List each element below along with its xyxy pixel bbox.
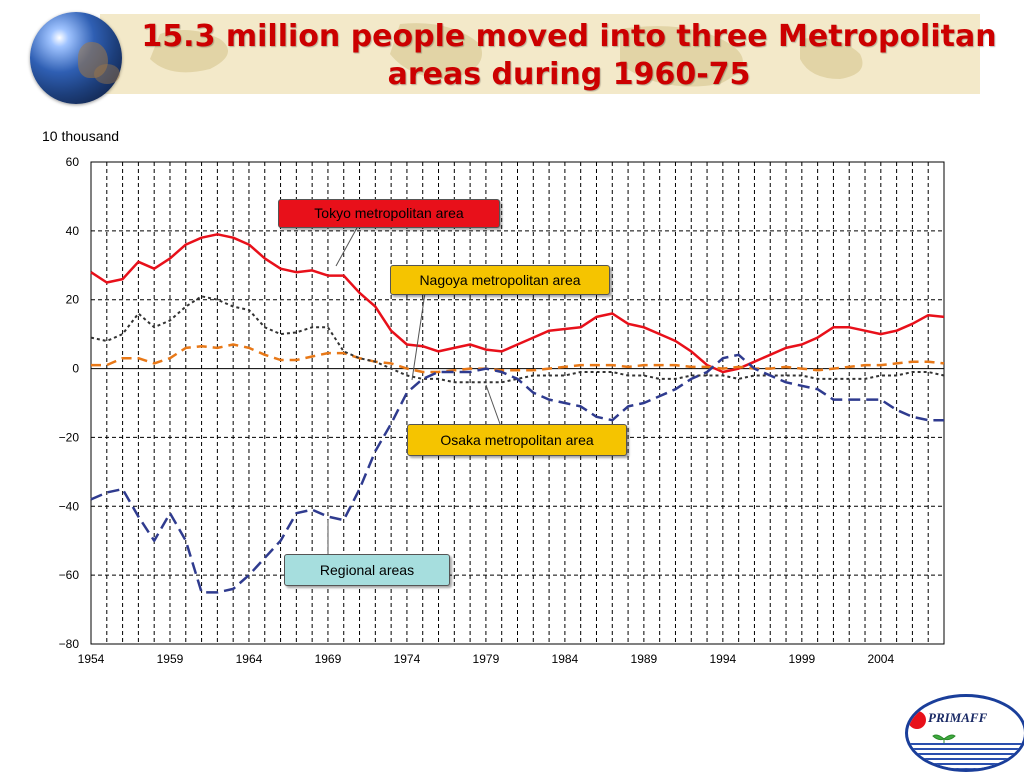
osaka-leader-line [485, 384, 501, 425]
primaff-logo: PRIMAFF [905, 694, 1024, 772]
slide-title-line-1: 15.3 million people moved into three Met… [141, 19, 997, 54]
map-continent-4 [800, 38, 863, 79]
slide-title-line-2: areas during 1960-75 [387, 57, 751, 92]
globe-icon [30, 12, 122, 104]
horizontal-gridlines [91, 230, 944, 576]
osaka-series-line [90, 295, 945, 384]
y-axis-unit-label: 10 thousand [42, 128, 120, 144]
slide-title: 15.3 million people moved into three Met… [124, 18, 1014, 94]
callout-leader-lines [327, 225, 501, 554]
nagoya-series-line [91, 343, 945, 374]
y-tick-label: 60 [66, 155, 80, 169]
vertical-gridlines [106, 162, 929, 644]
logo-waves [908, 743, 1024, 769]
y-tick-label: −80 [59, 637, 80, 651]
y-tick-labels: 60 40 20 0 −20 −40 −60 −80 [59, 155, 80, 651]
title-banner [100, 14, 980, 94]
map-continent-3 [620, 26, 743, 87]
x-tick-label: 1979 [473, 652, 500, 666]
logo-text: PRIMAFF [928, 710, 988, 725]
nagoya-leader-line [411, 292, 426, 381]
tokyo-series-line [90, 233, 945, 374]
nagoya-callout: Nagoya metropolitan area [390, 265, 610, 295]
tokyo-leader-line [335, 225, 359, 267]
x-tick-label: 1984 [552, 652, 579, 666]
y-tick-label: 20 [66, 293, 80, 307]
y-tick-label: −40 [59, 499, 80, 513]
y-tick-label: −20 [59, 430, 80, 444]
x-tick-label: 1974 [394, 652, 421, 666]
y-tick-label: −60 [59, 568, 80, 582]
x-tick-label: 1969 [315, 652, 342, 666]
osaka-callout: Osaka metropolitan area [407, 424, 627, 456]
x-tick-label: 1989 [631, 652, 658, 666]
regional-series-line [90, 353, 944, 594]
x-tick-label: 2004 [867, 652, 894, 666]
x-tick-label: 1959 [157, 652, 184, 666]
map-continent-2 [390, 23, 482, 79]
x-tick-label: 1999 [788, 652, 815, 666]
x-tick-label: 1954 [78, 652, 105, 666]
y-tick-label: 40 [66, 224, 80, 238]
world-map-backdrop [150, 23, 863, 87]
logo-sun-icon [908, 711, 926, 729]
map-continent-1 [150, 30, 228, 73]
globe-landmass [78, 42, 108, 78]
tokyo-callout: Tokyo metropolitan area [278, 199, 500, 228]
x-tick-label: 1994 [710, 652, 737, 666]
x-tick-labels: 1954 1959 1964 1969 1974 1979 1984 1989 1994 1999… [78, 652, 895, 666]
plot-frame [90, 161, 945, 645]
y-tick-label: 0 [72, 362, 79, 376]
regional-callout: Regional areas [284, 554, 450, 586]
data-series [90, 233, 945, 594]
x-tick-label: 1964 [236, 652, 263, 666]
globe-landmass [94, 64, 120, 84]
